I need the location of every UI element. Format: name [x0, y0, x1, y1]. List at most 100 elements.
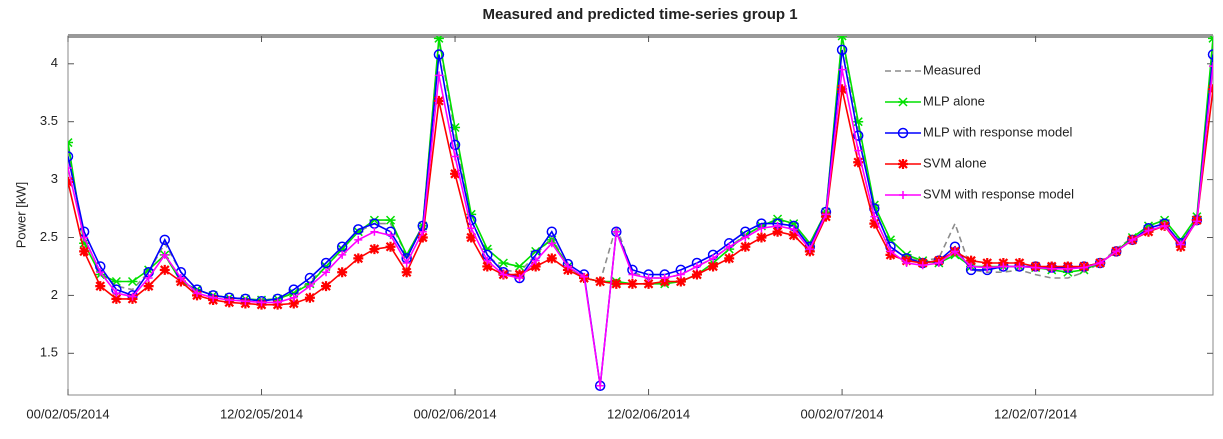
marker	[322, 268, 331, 277]
marker	[467, 224, 476, 233]
marker	[402, 258, 411, 267]
marker	[660, 274, 669, 283]
legend-marker	[898, 97, 908, 107]
legend-label: Measured	[923, 62, 981, 77]
marker	[320, 257, 332, 269]
marker	[1112, 247, 1121, 256]
marker	[354, 235, 363, 244]
marker	[418, 227, 427, 236]
marker	[546, 253, 557, 264]
marker	[546, 226, 558, 237]
legend-label: MLP with response model	[923, 124, 1072, 139]
marker	[838, 65, 847, 74]
x-tick-label: 00/02/07/2014	[801, 406, 884, 421]
marker	[433, 95, 444, 106]
marker	[514, 261, 525, 271]
marker	[1144, 226, 1153, 235]
marker	[68, 138, 73, 148]
marker	[966, 255, 977, 266]
legend-label: SVM alone	[923, 155, 987, 170]
marker	[853, 157, 864, 168]
marker	[741, 233, 750, 242]
marker	[869, 218, 880, 229]
marker	[789, 225, 798, 234]
marker	[433, 49, 445, 60]
plot-area	[67, 35, 1214, 396]
y-tick-label: 3	[51, 171, 58, 186]
x-tick-label: 12/02/06/2014	[607, 406, 690, 421]
marker	[257, 298, 266, 307]
marker	[982, 257, 993, 268]
marker	[499, 270, 508, 279]
marker	[902, 258, 911, 267]
marker	[724, 253, 735, 264]
marker	[676, 270, 685, 279]
marker	[68, 151, 74, 162]
marker	[611, 278, 622, 289]
marker	[788, 230, 799, 241]
marker	[740, 241, 751, 252]
marker	[580, 272, 589, 281]
marker	[837, 36, 848, 41]
marker	[596, 381, 605, 390]
marker	[709, 254, 718, 263]
y-axis-label: Power [kW]	[13, 182, 28, 248]
marker	[530, 261, 541, 272]
marker	[288, 298, 299, 309]
marker	[451, 152, 460, 161]
marker	[176, 274, 185, 283]
marker	[627, 278, 638, 289]
marker	[595, 276, 606, 287]
marker	[692, 262, 701, 271]
marker	[1128, 235, 1137, 244]
legend-label: MLP alone	[923, 93, 985, 108]
marker	[225, 296, 234, 305]
marker	[498, 258, 509, 268]
marker	[725, 242, 734, 251]
marker	[1208, 36, 1213, 43]
marker	[1096, 258, 1105, 267]
marker	[144, 274, 153, 283]
marker	[401, 267, 412, 278]
marker	[918, 261, 927, 270]
chart-title: Measured and predicted time-series group…	[482, 6, 797, 23]
marker	[369, 244, 380, 255]
marker	[68, 164, 72, 173]
marker	[111, 276, 122, 287]
y-tick-label: 1.5	[40, 345, 58, 360]
marker	[983, 263, 992, 272]
marker	[386, 231, 395, 240]
marker	[515, 274, 524, 283]
marker	[95, 281, 106, 292]
marker	[675, 276, 686, 287]
marker	[1192, 217, 1201, 226]
marker	[338, 250, 347, 259]
marker	[193, 289, 202, 298]
marker	[80, 233, 89, 242]
marker	[836, 44, 848, 56]
marker	[708, 261, 719, 272]
marker	[1207, 49, 1213, 60]
marker	[1063, 264, 1072, 273]
marker	[757, 224, 766, 233]
legend-marker	[899, 191, 907, 199]
marker	[805, 245, 814, 254]
marker	[837, 84, 848, 95]
marker	[304, 292, 315, 303]
marker	[773, 221, 782, 230]
marker	[385, 215, 396, 225]
marker	[967, 262, 976, 271]
marker	[159, 234, 171, 246]
marker	[128, 292, 137, 301]
marker	[241, 297, 250, 306]
x-tick-label: 00/02/05/2014	[26, 406, 109, 421]
marker	[160, 250, 169, 259]
marker	[353, 253, 364, 264]
marker	[370, 227, 379, 236]
marker	[644, 274, 653, 283]
marker	[1209, 62, 1213, 71]
marker	[691, 269, 702, 280]
marker	[1015, 262, 1024, 271]
marker	[482, 261, 493, 272]
